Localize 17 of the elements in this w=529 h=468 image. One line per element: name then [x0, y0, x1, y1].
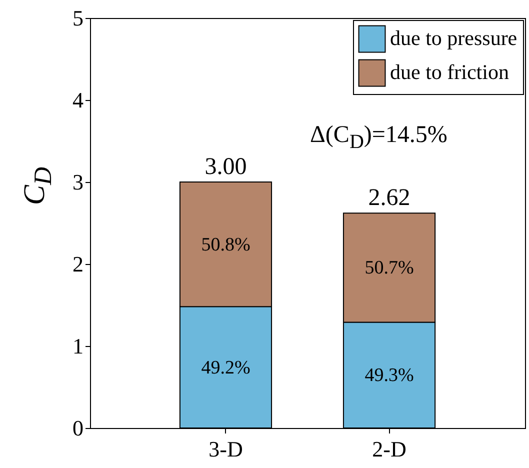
legend-label: due to pressure: [390, 26, 518, 50]
x-tick-label: 3-D: [208, 436, 243, 462]
x-tick-label: 2-D: [372, 436, 406, 462]
annotation: 49.3%: [364, 365, 414, 386]
y-tick-label: 3: [72, 170, 84, 194]
annotation: 50.7%: [364, 258, 414, 279]
y-tick-label: 1: [72, 334, 84, 358]
y-tick-label: 0: [72, 416, 84, 440]
y-tick-label: 2: [72, 252, 84, 276]
total-label: 3.00: [204, 154, 247, 180]
annotation: 50.8%: [201, 234, 250, 256]
annotation: 49.2%: [201, 357, 250, 378]
annotation: Δ(C$_{D}$)=14.5%: [310, 122, 448, 154]
total-label: 2.62: [368, 185, 410, 212]
y-tick-label: 5: [72, 6, 84, 30]
legend-label: due to friction: [390, 60, 510, 84]
y-tick-label: 4: [72, 88, 84, 112]
